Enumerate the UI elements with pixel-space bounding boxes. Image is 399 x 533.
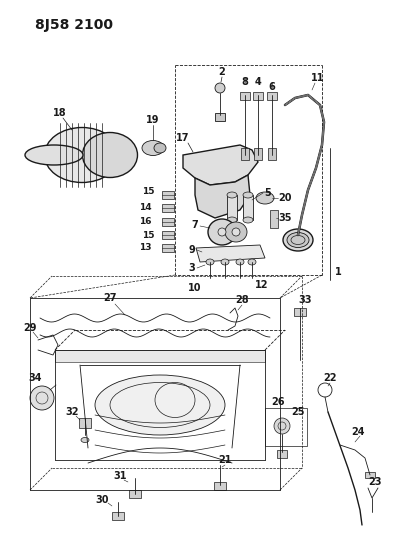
Text: 13: 13 xyxy=(139,244,151,253)
Text: 27: 27 xyxy=(103,293,117,303)
Text: 26: 26 xyxy=(271,397,285,407)
Ellipse shape xyxy=(287,232,309,247)
Ellipse shape xyxy=(283,229,313,251)
Bar xyxy=(253,92,263,100)
Circle shape xyxy=(30,386,54,410)
Text: 7: 7 xyxy=(192,220,198,230)
Text: 35: 35 xyxy=(278,213,292,223)
Text: 8: 8 xyxy=(241,77,249,87)
Ellipse shape xyxy=(227,217,237,223)
Bar xyxy=(162,218,174,226)
Bar xyxy=(162,244,174,252)
Text: 18: 18 xyxy=(53,108,67,118)
Text: 8J58 2100: 8J58 2100 xyxy=(35,18,113,32)
Polygon shape xyxy=(55,350,265,362)
Text: 24: 24 xyxy=(351,427,365,437)
Ellipse shape xyxy=(236,259,244,265)
Bar xyxy=(227,195,237,220)
Bar xyxy=(215,113,225,121)
Ellipse shape xyxy=(215,83,225,93)
Bar xyxy=(214,482,226,490)
Bar xyxy=(240,92,250,100)
Bar xyxy=(268,148,276,160)
Bar xyxy=(162,231,174,239)
Ellipse shape xyxy=(142,141,164,156)
Text: 28: 28 xyxy=(235,295,249,305)
Polygon shape xyxy=(183,145,258,185)
Polygon shape xyxy=(196,245,265,262)
Text: 12: 12 xyxy=(255,280,269,290)
Ellipse shape xyxy=(243,217,253,223)
Text: 22: 22 xyxy=(323,373,337,383)
Text: 6: 6 xyxy=(269,82,275,92)
Bar xyxy=(270,210,278,228)
Text: 11: 11 xyxy=(311,73,325,83)
Text: 30: 30 xyxy=(95,495,109,505)
Text: 21: 21 xyxy=(218,455,232,465)
Ellipse shape xyxy=(45,127,119,182)
Bar xyxy=(241,148,249,160)
Bar xyxy=(277,450,287,458)
Text: 14: 14 xyxy=(139,204,151,213)
Bar xyxy=(254,148,262,160)
Text: 15: 15 xyxy=(142,188,154,197)
Bar xyxy=(162,204,174,212)
Bar xyxy=(162,191,174,199)
Ellipse shape xyxy=(256,192,274,204)
Ellipse shape xyxy=(225,222,247,242)
Ellipse shape xyxy=(221,259,229,265)
Bar xyxy=(79,418,91,428)
Ellipse shape xyxy=(25,145,83,165)
Bar xyxy=(129,490,141,498)
Text: 33: 33 xyxy=(298,295,312,305)
Text: 9: 9 xyxy=(189,245,196,255)
Ellipse shape xyxy=(206,259,214,265)
Ellipse shape xyxy=(232,228,240,236)
Bar xyxy=(112,512,124,520)
Text: 20: 20 xyxy=(278,193,292,203)
Ellipse shape xyxy=(154,143,166,153)
Text: 10: 10 xyxy=(188,283,202,293)
Ellipse shape xyxy=(243,192,253,198)
Circle shape xyxy=(274,418,290,434)
Ellipse shape xyxy=(83,133,138,177)
Text: 1: 1 xyxy=(335,267,342,277)
Bar xyxy=(294,308,306,316)
Text: 32: 32 xyxy=(65,407,79,417)
Ellipse shape xyxy=(95,375,225,435)
Ellipse shape xyxy=(218,228,226,236)
Bar xyxy=(265,408,307,446)
Text: 19: 19 xyxy=(146,115,160,125)
Text: 2: 2 xyxy=(219,67,225,77)
Text: 3: 3 xyxy=(189,263,196,273)
Text: 16: 16 xyxy=(139,217,151,227)
Text: 34: 34 xyxy=(28,373,42,383)
Text: 25: 25 xyxy=(291,407,305,417)
Bar xyxy=(267,92,277,100)
Ellipse shape xyxy=(227,192,237,198)
Text: 31: 31 xyxy=(113,471,127,481)
Bar xyxy=(365,472,375,478)
Text: 17: 17 xyxy=(176,133,190,143)
Text: 29: 29 xyxy=(23,323,37,333)
Ellipse shape xyxy=(81,438,89,442)
Ellipse shape xyxy=(248,259,256,265)
Text: 15: 15 xyxy=(142,230,154,239)
Text: 23: 23 xyxy=(368,477,382,487)
Text: 4: 4 xyxy=(255,77,261,87)
Bar xyxy=(243,195,253,220)
Polygon shape xyxy=(195,175,250,218)
Text: 5: 5 xyxy=(265,188,271,198)
Ellipse shape xyxy=(208,219,236,245)
